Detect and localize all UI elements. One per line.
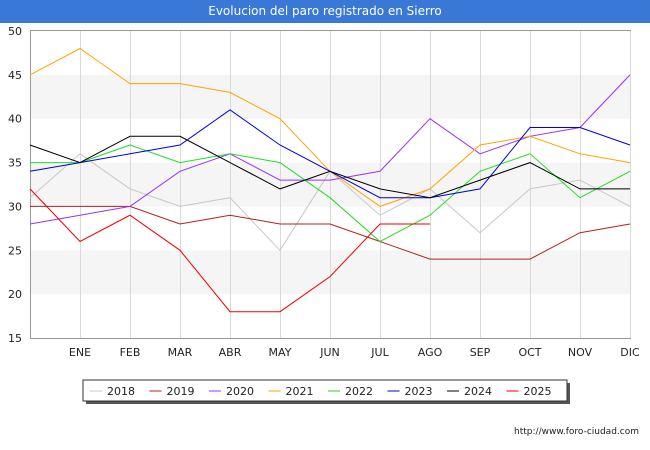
y-tick-label: 45 <box>8 69 22 82</box>
x-tick-label: SEP <box>470 346 491 359</box>
series-line-2022 <box>30 144 631 243</box>
x-tick-label: JUN <box>319 346 340 359</box>
y-tick-label: 35 <box>8 157 22 170</box>
x-tick-label: DIC <box>620 346 640 359</box>
y-tick-label: 40 <box>8 113 22 126</box>
series-lines <box>29 47 631 313</box>
y-tick-label: 50 <box>8 25 22 38</box>
y-tick-label: 30 <box>8 200 22 213</box>
chart-title: Evolucion del paro registrado en Sierro <box>0 0 650 23</box>
legend-label-2023: 2023 <box>405 385 433 398</box>
legend-label-2019: 2019 <box>167 385 195 398</box>
grid-lines <box>80 31 631 338</box>
legend-label-2022: 2022 <box>345 385 373 398</box>
x-tick-label: OCT <box>518 346 541 359</box>
x-tick-label: ENE <box>69 346 91 359</box>
y-tick-label: 15 <box>8 332 22 345</box>
x-tick-label: AGO <box>418 346 443 359</box>
legend-label-2020: 2020 <box>226 385 254 398</box>
y-tick-label: 25 <box>8 244 22 257</box>
legend-label-2021: 2021 <box>286 385 314 398</box>
x-axis-ticks: ENE FEB MAR ABR MAY JUN JUL AGO SEP OCT NOV DIC <box>69 346 640 359</box>
y-tick-label: 20 <box>8 288 22 301</box>
x-tick-label: MAY <box>269 346 292 359</box>
legend-label-2024: 2024 <box>464 385 492 398</box>
x-tick-label: JUL <box>370 346 389 359</box>
legend: 2018 2019 2020 2021 2022 2023 2024 2025 <box>82 379 570 404</box>
series-line-2024 <box>29 135 630 199</box>
x-tick-label: NOV <box>568 346 593 359</box>
series-line-2025 <box>29 188 430 313</box>
legend-box <box>82 379 568 402</box>
x-tick-label: FEB <box>120 346 141 359</box>
x-tick-label: MAR <box>168 346 193 359</box>
y-axis-ticks: 15 20 25 30 35 40 45 50 <box>8 25 22 345</box>
legend-label-2018: 2018 <box>107 385 135 398</box>
legend-label-2025: 2025 <box>524 385 552 398</box>
x-tick-label: ABR <box>219 346 242 359</box>
source-credit[interactable]: http://www.foro-ciudad.com <box>514 427 639 437</box>
